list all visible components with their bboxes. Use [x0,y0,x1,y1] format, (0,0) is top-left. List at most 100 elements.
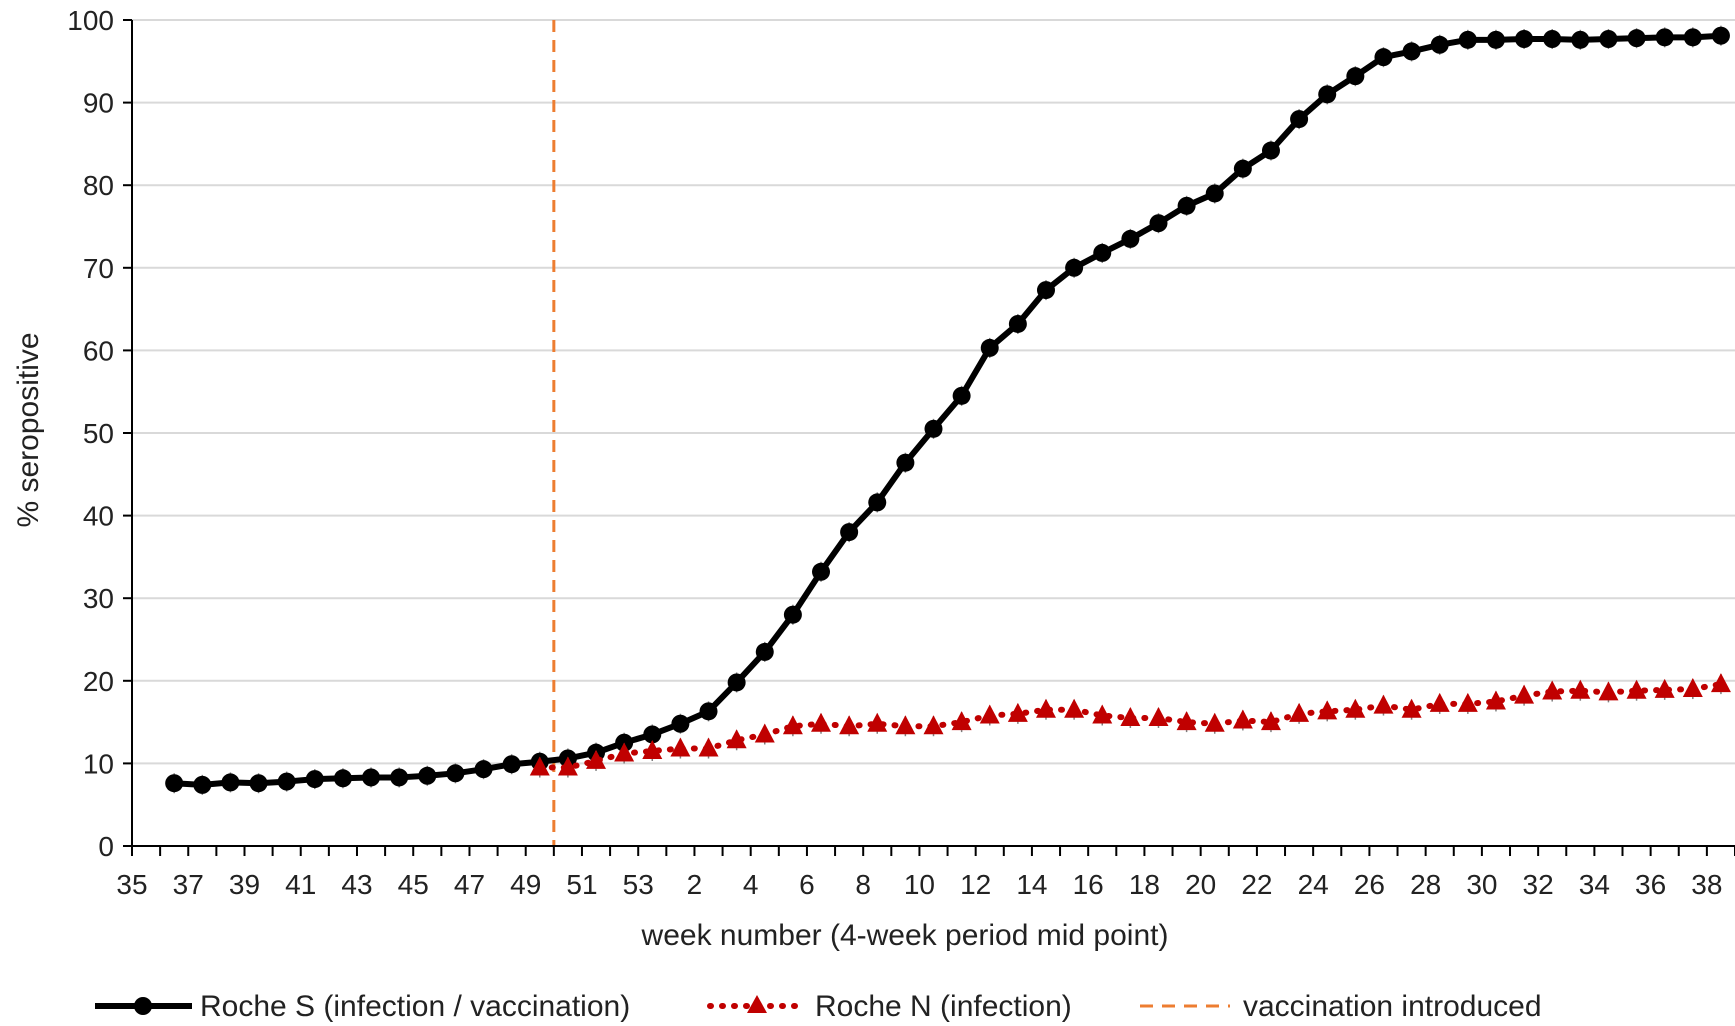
data-point [1260,711,1281,731]
data-point [1289,702,1310,722]
x-tick-label: 20 [1185,869,1216,900]
data-point [1514,684,1535,704]
data-point [557,756,578,776]
x-tick-label: 2 [687,869,703,900]
y-tick-label: 40 [83,501,114,532]
data-point [727,673,746,692]
data-point [1149,214,1168,233]
y-tick-label: 60 [83,335,114,366]
data-point [1177,196,1196,215]
x-tick-label: 47 [454,869,485,900]
data-point [1261,141,1280,160]
series-layer [165,25,1731,795]
data-point [1654,678,1675,698]
x-axis-title: week number (4-week period mid point) [641,919,1169,952]
data-point [1683,28,1702,47]
data-point [1007,702,1028,722]
x-tick-label: 4 [743,869,759,900]
x-tick-label: 30 [1466,869,1497,900]
y-tick-label: 80 [83,170,114,201]
y-tick-label: 20 [83,666,114,697]
x-tick-label: 22 [1241,869,1272,900]
data-point [980,338,999,357]
y-tick-label: 30 [83,583,114,614]
x-tick-label: 26 [1354,869,1385,900]
data-point [1599,29,1618,48]
data-point [924,419,943,438]
data-point [1120,706,1141,726]
data-point [1486,30,1505,49]
data-point [951,711,972,731]
data-point [586,749,607,769]
data-point [614,742,635,762]
y-axis-title: % seropositive [12,332,45,527]
data-point [418,766,437,785]
data-point [1627,29,1646,48]
data-point [952,386,971,405]
y-tick-label: 0 [98,831,114,862]
data-point [474,760,493,779]
data-point [529,756,550,776]
data-point [1710,673,1731,693]
data-point [1345,698,1366,718]
x-tick-label: 45 [398,869,429,900]
y-tick-label: 50 [83,418,114,449]
data-point [642,740,663,760]
legend-label-roche-n: Roche N (infection) [815,990,1072,1023]
legend-item-roche-s: Roche S (infection / vaccination) [95,990,630,1023]
data-point [840,523,859,542]
data-point [1485,690,1506,710]
data-point [1458,30,1477,49]
data-point [390,768,409,787]
data-point [896,453,915,472]
y-tick-label: 70 [83,253,114,284]
y-tick-label: 10 [83,748,114,779]
data-point [1092,704,1113,724]
data-point [979,704,1000,724]
x-tick-label: 6 [799,869,815,900]
data-point [1374,48,1393,67]
data-point [1457,692,1478,712]
data-point [362,768,381,787]
data-point [1008,314,1027,333]
data-point [193,775,212,794]
data-point [1035,698,1056,718]
data-point [812,562,831,581]
data-point [1515,29,1534,48]
data-point [1711,26,1730,45]
data-point [1290,110,1309,129]
series-line [174,32,1722,788]
data-point [1373,694,1394,714]
x-tick-label: 35 [116,869,147,900]
data-point [1401,698,1422,718]
data-point [699,702,718,721]
data-point [1204,712,1225,732]
data-point [305,770,324,789]
x-tick-label: 36 [1635,869,1666,900]
x-tick-label: 24 [1298,869,1329,900]
y-tick-label: 90 [83,88,114,119]
data-point [1093,243,1112,262]
data-point [249,774,268,793]
data-point [1148,706,1169,726]
data-point [839,715,860,735]
data-point [1036,281,1055,300]
data-point [754,723,775,743]
data-point [1682,678,1703,698]
x-tick-label: 12 [960,869,991,900]
x-tick-label: 8 [855,869,871,900]
data-point [1571,30,1590,49]
data-point [923,715,944,735]
data-point [277,772,296,791]
data-point [1542,680,1563,700]
data-point [811,712,832,732]
data-point [1430,35,1449,54]
x-tick-label: 14 [1016,869,1047,900]
legend-marker-roche-n [747,995,767,1013]
data-point [755,642,774,661]
axes [123,19,1735,856]
legend-label-vaccination: vaccination introduced [1243,990,1542,1023]
data-point [1346,67,1365,86]
data-point [783,605,802,624]
